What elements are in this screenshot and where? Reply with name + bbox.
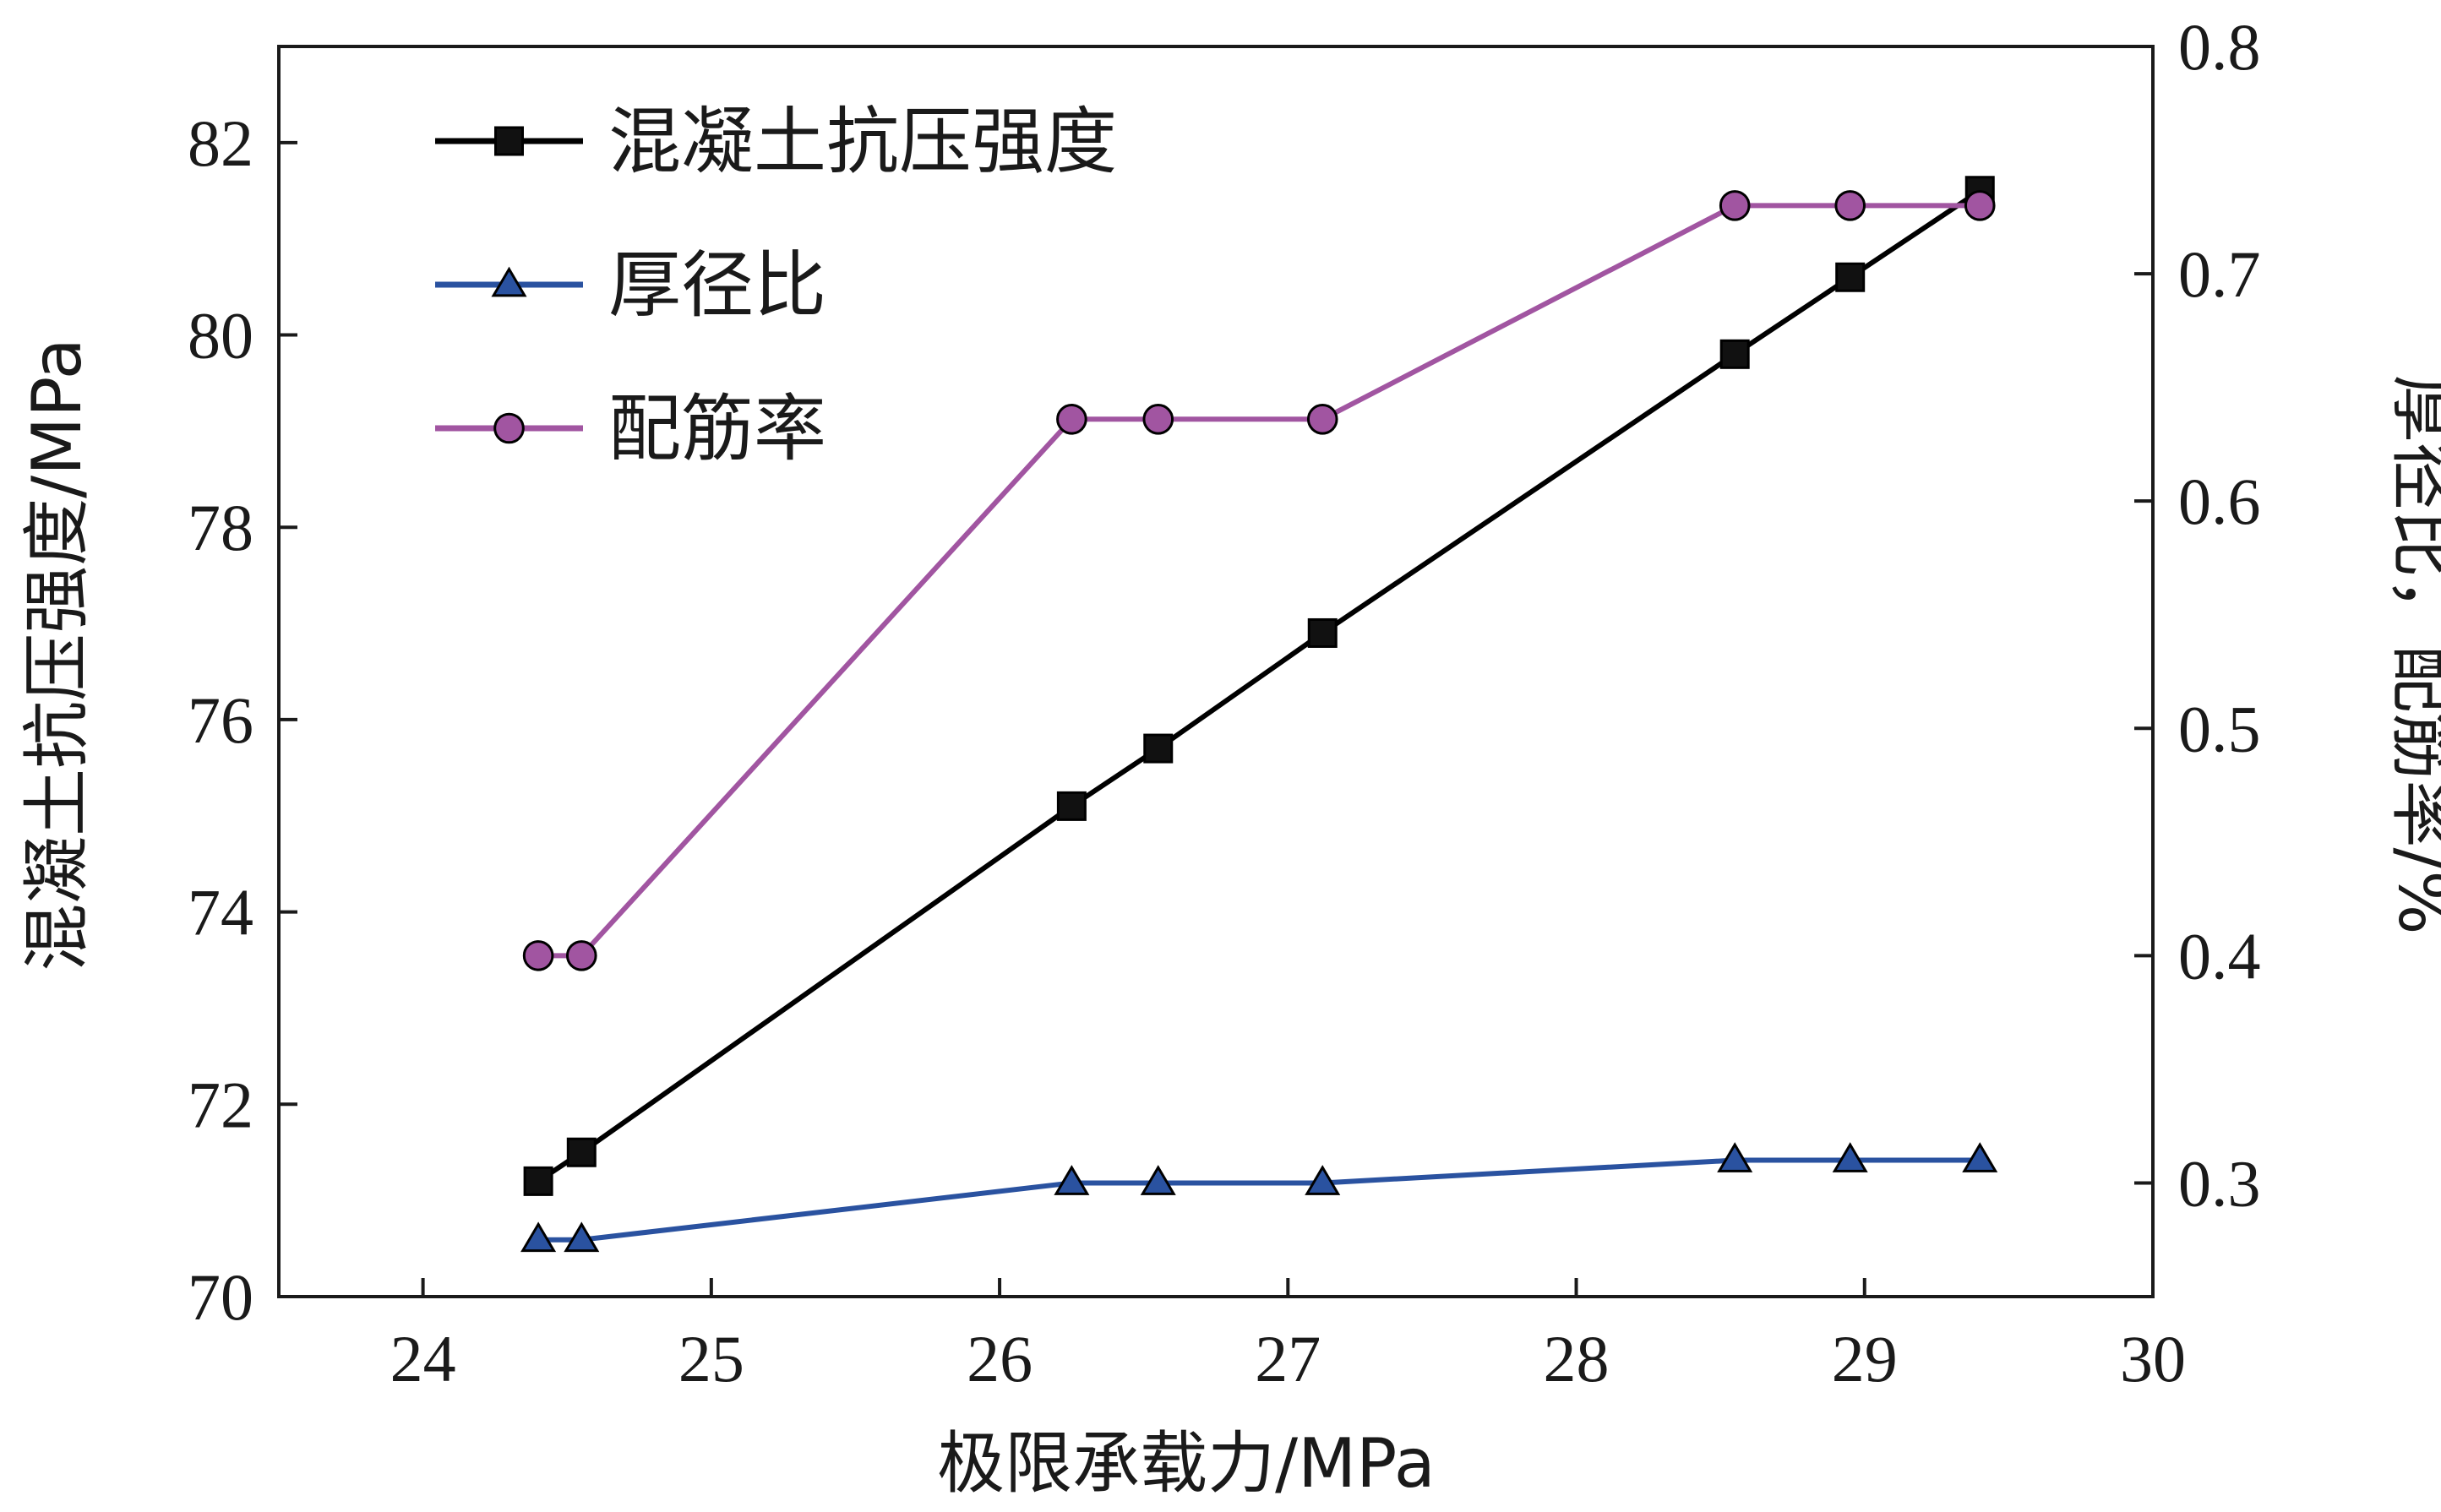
- data-point: [1056, 404, 1087, 435]
- x-tick-label: 26: [967, 1322, 1033, 1395]
- x-tick-label: 29: [1832, 1322, 1898, 1395]
- data-point: [1719, 339, 1750, 369]
- data-point: [522, 940, 554, 971]
- data-point: [1962, 1142, 1998, 1172]
- legend-swatch-marker: [491, 266, 527, 297]
- y-tick-label-left: 78: [188, 491, 253, 564]
- data-point: [1717, 1142, 1753, 1172]
- legend-label: 厚径比: [608, 243, 826, 328]
- y-tick-label-left: 82: [188, 106, 253, 180]
- data-point: [520, 1221, 557, 1253]
- data-point: [1964, 190, 1996, 221]
- legend-swatch-marker: [493, 412, 525, 444]
- y-tick-label-left: 80: [188, 299, 253, 373]
- data-point: [1054, 1165, 1090, 1195]
- x-tick-label: 25: [678, 1322, 744, 1395]
- series-markers: [520, 176, 1998, 1253]
- data-point: [1140, 1165, 1176, 1195]
- series-line-3: [538, 203, 1981, 959]
- y-axis-title-left: 混凝土抗压强度/MPa: [18, 338, 96, 971]
- data-point: [1834, 190, 1866, 221]
- series-line-1: [537, 188, 1981, 1183]
- data-point: [1143, 733, 1174, 764]
- data-point: [1306, 404, 1338, 435]
- x-tick-label: 30: [2120, 1322, 2186, 1395]
- data-point: [523, 1166, 553, 1196]
- data-point: [565, 940, 597, 971]
- y-tick-label-right: 0.8: [2178, 10, 2261, 84]
- x-tick-label: 28: [1544, 1322, 1610, 1395]
- data-point: [1142, 404, 1174, 435]
- data-point: [1307, 617, 1338, 648]
- y-tick-label-right: 0.7: [2178, 237, 2261, 311]
- x-axis-title: 极限承载力/MPa: [937, 1424, 1436, 1503]
- y-axis-title-right: 厚径比，配筋率/%: [2384, 375, 2441, 935]
- series-lines: [537, 188, 1981, 1243]
- x-tick-label: 27: [1255, 1322, 1321, 1395]
- data-point: [1832, 1142, 1868, 1172]
- x-tick-label: 24: [390, 1322, 456, 1395]
- axes: 24 25 26 27 28 29 30 70 72 74 76 78 80 82 0.3 0.4 0.5 0.6…: [188, 10, 2261, 1395]
- y-tick-label-left: 72: [188, 1068, 253, 1141]
- series-line-2: [538, 1157, 1981, 1243]
- plot-frame: [277, 45, 2155, 1298]
- data-point: [564, 1221, 600, 1253]
- data-point: [1719, 190, 1751, 221]
- data-point: [1835, 262, 1866, 292]
- legend-label: 混凝土抗压强度: [608, 100, 1117, 184]
- y-tick-label-right: 0.5: [2178, 692, 2261, 765]
- y-tick-label-left: 74: [188, 876, 253, 949]
- y-tick-label-right: 0.4: [2178, 919, 2261, 993]
- y-tick-label-right: 0.3: [2178, 1146, 2261, 1220]
- data-point: [1305, 1165, 1341, 1195]
- y-tick-label-right: 0.6: [2178, 465, 2261, 538]
- legend-label: 配筋率: [608, 387, 826, 471]
- legend-swatch-marker: [494, 126, 524, 156]
- data-point: [566, 1137, 597, 1167]
- y-tick-label-left: 70: [188, 1260, 253, 1334]
- data-point: [1056, 791, 1087, 821]
- y-tick-label-left: 76: [188, 683, 253, 757]
